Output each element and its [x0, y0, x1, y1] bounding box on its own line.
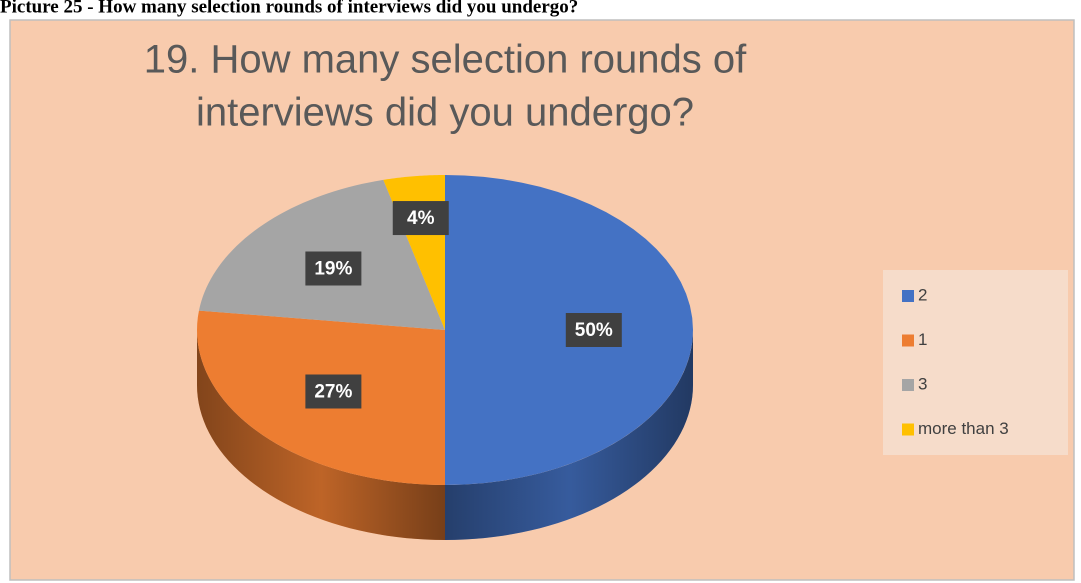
data-label: 19% [314, 259, 352, 280]
data-label: 50% [575, 320, 613, 341]
data-label-box [565, 313, 622, 347]
caption: Picture 25 - How many selection rounds o… [0, 0, 578, 17]
slice-side-shade [197, 330, 445, 540]
data-label: 27% [314, 382, 352, 403]
legend-swatch [902, 290, 914, 302]
data-label: 4% [407, 208, 435, 229]
legend-label: more than 3 [918, 419, 1009, 438]
legend-swatch [902, 423, 914, 436]
slice-side-shade [445, 330, 693, 540]
legend-label: 1 [918, 330, 927, 349]
data-label-box [305, 374, 362, 409]
legend-swatch [902, 334, 914, 347]
chart-title: 19. How many selection rounds of [144, 38, 747, 82]
legend-label: 2 [918, 285, 927, 304]
data-label-box [392, 201, 449, 236]
legend-swatch [902, 379, 914, 391]
chart-title: interviews did you undergo? [196, 91, 694, 135]
legend-label: 3 [918, 374, 927, 393]
data-label-box [305, 251, 362, 286]
